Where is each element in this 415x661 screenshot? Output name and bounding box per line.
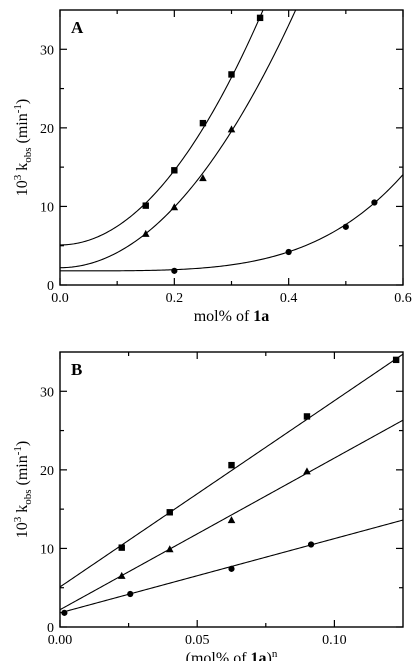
fit-curve-triangle — [60, 419, 403, 611]
data-point-square — [142, 202, 149, 209]
data-point-circle — [342, 223, 349, 230]
y-tick-label: 30 — [40, 43, 54, 58]
data-point-square — [303, 413, 311, 420]
data-point-circle — [371, 199, 378, 206]
x-tick-label: 0.4 — [280, 291, 298, 306]
y-tick-label: 10 — [40, 200, 54, 215]
x-axis-title: mol% of 1a — [194, 308, 270, 325]
data-point-circle — [171, 267, 178, 274]
plot-frame — [59, 351, 404, 628]
data-point-square — [118, 544, 125, 551]
x-tick-label: 0.2 — [166, 291, 184, 306]
x-tick-label: 0.00 — [48, 633, 73, 648]
panel-letter: A — [71, 18, 84, 37]
x-tick-label: 0.05 — [185, 633, 210, 648]
x-axis-title: (mol% of 1a)n — [186, 648, 278, 661]
data-point-triangle — [170, 203, 179, 211]
y-tick-label: 10 — [40, 542, 54, 557]
panel-letter: B — [71, 360, 82, 379]
data-point-square — [228, 71, 235, 78]
panel-b-chart: 0.00 0.05 0.10 0 10 20 30 B (mol% of 1a)n 103 kob… — [12, 351, 404, 661]
data-point-triangle — [303, 467, 311, 475]
data-point-triangle — [199, 174, 207, 182]
data-point-square — [166, 509, 173, 516]
data-point-circle — [61, 609, 68, 616]
plot-frame — [59, 9, 404, 286]
x-tick-label: 0.10 — [322, 633, 347, 648]
data-point-square — [256, 14, 264, 22]
fit-curve-circle — [60, 174, 403, 272]
data-point-circle — [127, 590, 134, 598]
data-point-triangle — [117, 571, 126, 579]
x-tick-label: 0.0 — [51, 291, 69, 306]
data-point-triangle — [165, 545, 174, 553]
data-point-square — [228, 461, 235, 469]
data-point-triangle — [227, 125, 236, 133]
data-point-square — [199, 119, 207, 127]
y-tick-label: 20 — [40, 122, 54, 137]
y-tick-label: 0 — [47, 279, 54, 294]
y-tick-label: 20 — [40, 464, 54, 479]
data-point-circle — [228, 565, 235, 572]
y-tick-label: 0 — [47, 621, 54, 636]
data-point-circle — [285, 248, 292, 256]
y-axis-title: 103 kobs (min-1) — [12, 441, 34, 539]
data-point-triangle — [141, 229, 150, 237]
fit-curve-triangle — [60, 10, 297, 269]
data-point-square — [171, 167, 178, 174]
y-axis-title: 103 kobs (min-1) — [12, 99, 34, 197]
x-tick-label: 0.6 — [394, 291, 412, 306]
y-tick-label: 30 — [40, 385, 54, 400]
data-point-square — [392, 356, 400, 364]
data-point-circle — [307, 541, 315, 548]
fit-curve-square — [60, 353, 403, 588]
data-point-triangle — [227, 516, 236, 524]
